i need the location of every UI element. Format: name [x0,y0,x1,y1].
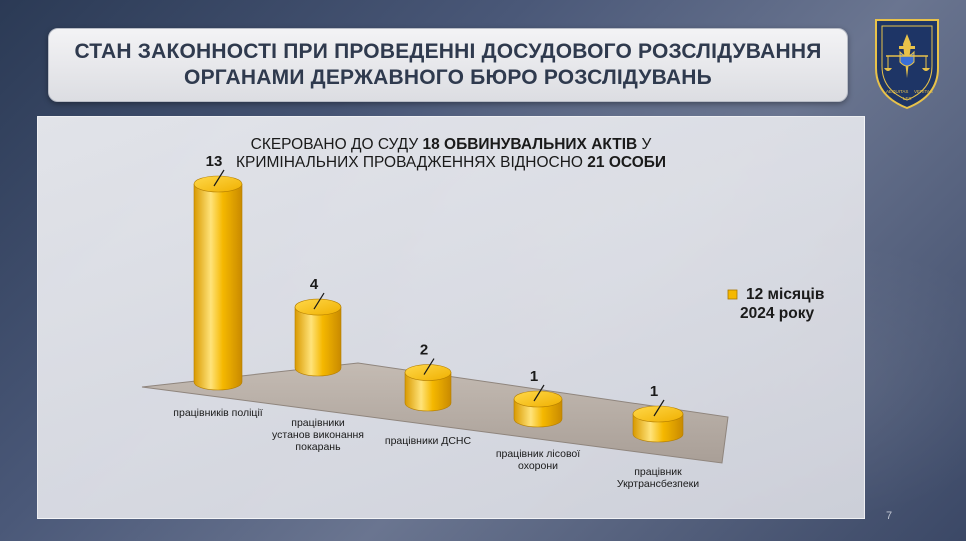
data-label: 1 [530,368,538,385]
page-number: 7 [886,510,893,522]
chart-title-line-2-bold: 21 ОСОБИ [587,154,666,171]
slide-title-line-1: СТАН ЗАКОННОСТІ ПРИ ПРОВЕДЕННІ ДОСУДОВОГ… [74,40,822,63]
bar-top [294,298,342,316]
chart-panel: СКЕРОВАНО ДО СУДУ 18 ОБВИНУВАЛЬНИХ АКТІВ… [37,116,865,519]
data-label: 1 [650,383,658,400]
category-label: працівник [634,466,682,478]
legend-swatch [727,289,738,300]
chart-bars: 13 4 2 1 1 [193,153,684,443]
chart-title-line-2: КРИМІНАЛЬНИХ ПРОВАДЖЕННЯХ ВІДНОСНО 21 ОС… [236,154,666,171]
chart-title-line-1-bold: 18 ОБВИНУВАЛЬНИХ АКТІВ [422,136,637,153]
category-label: працівників поліції [173,407,262,419]
slide-title-box: СТАН ЗАКОННОСТІ ПРИ ПРОВЕДЕННІ ДОСУДОВОГ… [48,28,848,102]
bar-2 [294,298,342,377]
bar-top [404,364,452,381]
data-label: 13 [206,153,223,170]
chart-floor [141,362,729,464]
bar-4 [513,390,563,428]
data-label: 4 [310,276,319,293]
category-label: працівники ДСНС [385,435,472,447]
bar-top [632,405,684,423]
bar-3 [404,364,452,412]
category-label: працівник лісової [496,448,580,460]
category-label: покарань [295,441,341,453]
bar-body [404,372,452,412]
legend-label-line-2: 2024 року [740,305,814,322]
bar-top [193,175,243,193]
chart-title-line-1: СКЕРОВАНО ДО СУДУ 18 ОБВИНУВАЛЬНИХ АКТІВ… [251,136,652,153]
dbr-emblem-icon: AEQUITAS LEX VERITAS [875,19,939,110]
chart-title-line-1-pre: СКЕРОВАНО ДО СУДУ [251,136,423,153]
category-label: охорони [518,460,558,472]
emblem-motto-left: AEQUITAS [886,89,908,94]
data-label-leader [313,292,325,310]
emblem-motto-right: VERITAS [914,89,933,94]
chart-svg: СКЕРОВАНО ДО СУДУ 18 ОБВИНУВАЛЬНИХ АКТІВ… [141,136,824,490]
category-label: Укртрансбезпеки [617,478,699,490]
emblem-motto-center: LEX [903,96,912,101]
bar-top [513,390,563,408]
bar-5 [632,405,684,443]
data-label-leader [213,169,225,187]
slide-title-line-2: ОРГАНАМИ ДЕРЖАВНОГО БЮРО РОЗСЛІДУВАНЬ [184,66,712,89]
data-label-leader [653,399,665,417]
legend-label-line-1: 12 місяців [746,286,824,303]
category-label: працівники [291,417,345,429]
chart-legend: 12 місяців 2024 року [727,286,824,322]
data-label-leader [533,384,545,402]
bar-body [294,306,342,377]
bar-body [193,183,243,391]
category-label: установ виконання [272,429,364,441]
data-label: 2 [420,342,428,359]
chart-title-line-1-post: У [637,136,651,153]
bar-1 [193,175,243,391]
data-label-leader [423,358,435,375]
chart-title-line-2-pre: КРИМІНАЛЬНИХ ПРОВАДЖЕННЯХ ВІДНОСНО [236,154,587,171]
